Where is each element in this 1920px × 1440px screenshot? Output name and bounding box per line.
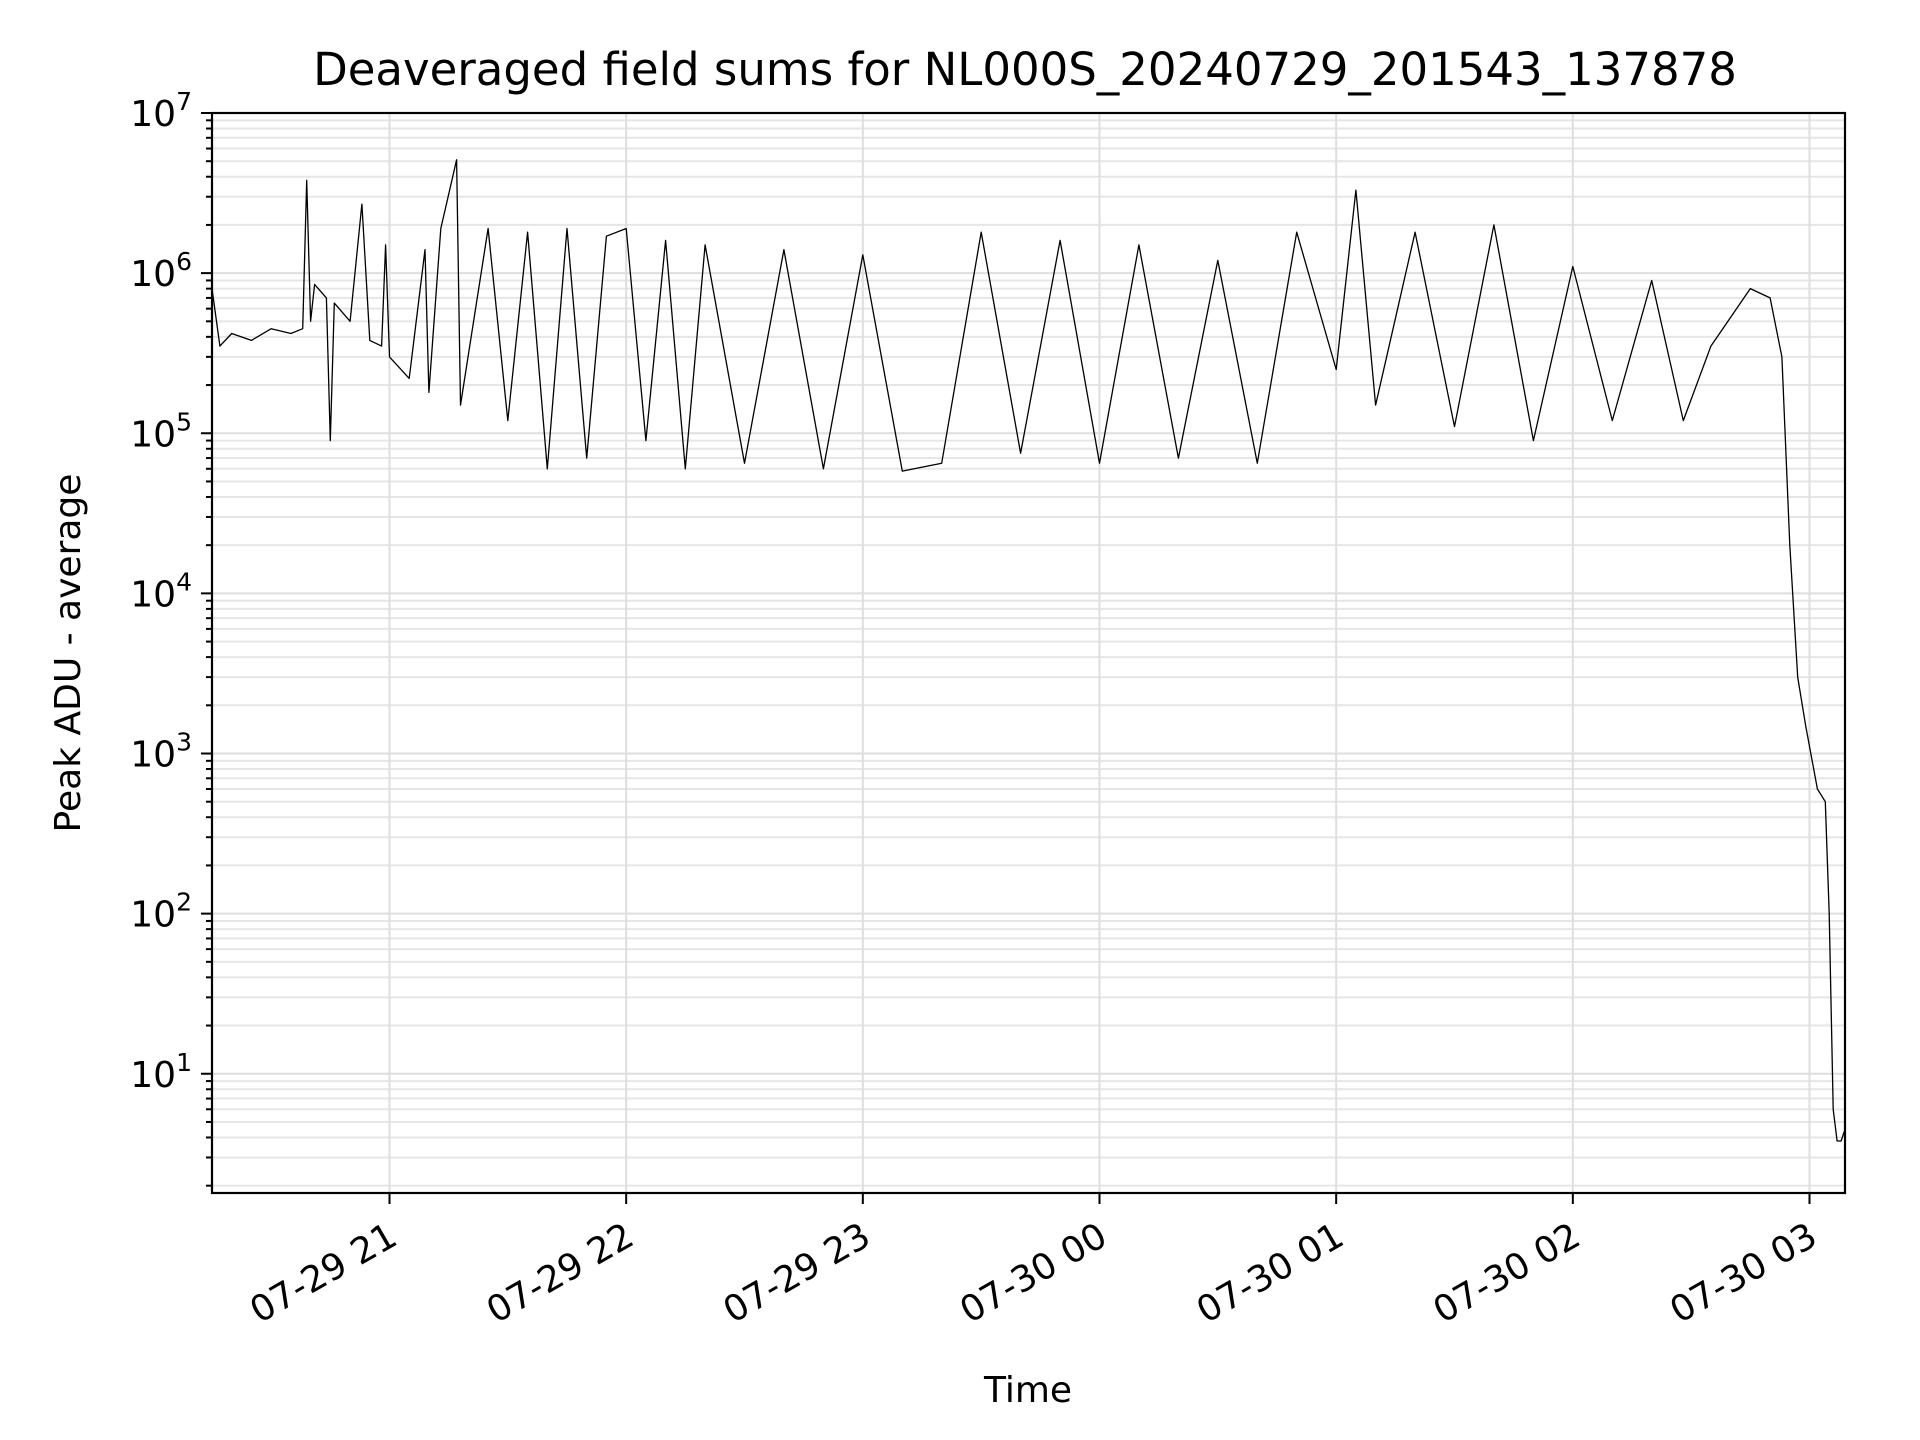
grid — [212, 112, 1845, 1193]
x-axis-label: Time — [983, 1370, 1072, 1411]
y-tick-label: 106 — [130, 247, 192, 295]
y-tick-label: 102 — [130, 888, 192, 936]
series-layer — [211, 159, 1846, 1142]
y-tick-label: 105 — [130, 407, 192, 455]
y-tick-label: 104 — [130, 567, 192, 615]
y-tick-label: 103 — [130, 728, 192, 776]
y-tick-label: 101 — [130, 1048, 192, 1096]
y-axis-label: Peak ADU - average — [48, 474, 89, 833]
chart-title: Deaveraged field sums for NL000S_2024072… — [313, 43, 1737, 96]
plot-frame — [210, 111, 1847, 1195]
y-axis: 101 102 103 104 105 106 107 — [130, 87, 212, 1187]
series-line — [211, 159, 1846, 1142]
y-tick-label: 107 — [130, 87, 192, 135]
